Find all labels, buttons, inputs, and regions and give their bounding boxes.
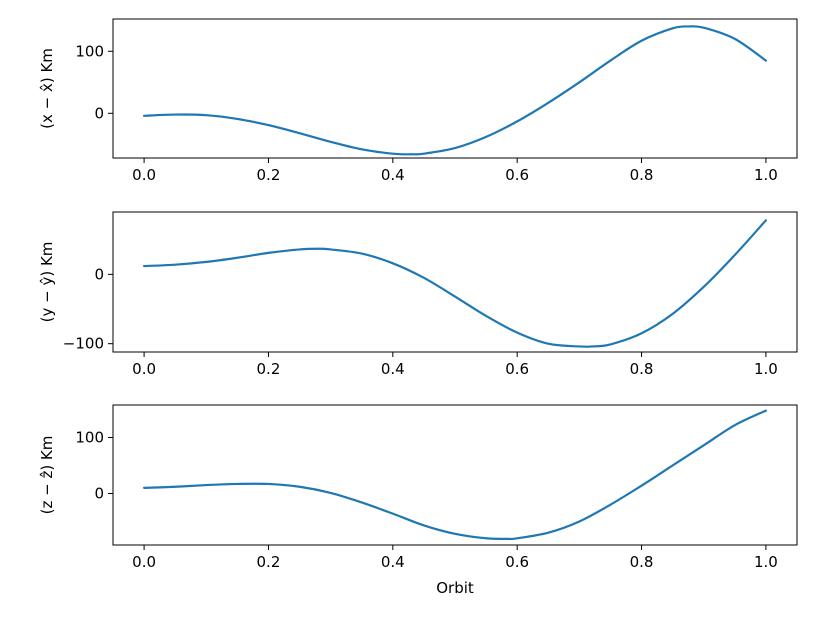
x-tick-label: 0.6 — [505, 553, 529, 571]
subplot-y-error: 0.0 0.2 0.4 0.6 0.8 1.0 −100 0 (y − ŷ) Km — [38, 211, 798, 378]
series-line-x-error — [142, 25, 768, 156]
y-tick-label: 0 — [94, 265, 104, 283]
x-tick-label: 0.2 — [257, 166, 281, 184]
x-axis-label: Orbit — [436, 579, 474, 597]
y-axis-label: (z − ẑ) Km — [38, 436, 56, 515]
x-tick-label: 0.8 — [630, 360, 654, 378]
y-tick-label: 100 — [75, 42, 104, 60]
x-tick-label: 1.0 — [754, 166, 778, 184]
x-tick-label: 0.2 — [257, 553, 281, 571]
x-tick-label: 0.6 — [505, 360, 529, 378]
x-tick-label: 0.4 — [381, 553, 405, 571]
x-tick-label: 0.8 — [630, 553, 654, 571]
x-tick-label: 0.6 — [505, 166, 529, 184]
x-tick-label: 0.2 — [257, 360, 281, 378]
subplot-z-error: 0.0 0.2 0.4 0.6 0.8 1.0 0 100 (z − ẑ) Km Orbit — [38, 404, 798, 597]
x-tick-label: 0.8 — [630, 166, 654, 184]
x-tick-label: 0.0 — [132, 166, 156, 184]
x-tick-label: 0.4 — [381, 166, 405, 184]
x-tick-label: 0.0 — [132, 360, 156, 378]
y-axis-label: (x − x̂) Km — [38, 48, 56, 129]
x-tick-label: 1.0 — [754, 360, 778, 378]
y-tick-label: 100 — [75, 428, 104, 446]
axes-frame-x-error — [112, 18, 798, 159]
x-tick-label: 0.4 — [381, 360, 405, 378]
axes-frame-y-error — [112, 211, 798, 353]
series-line-y-error — [142, 219, 768, 348]
x-tick-label: 1.0 — [754, 553, 778, 571]
subplot-x-error: 0.0 0.2 0.4 0.6 0.8 1.0 0 100 (x − x̂) Km — [38, 18, 798, 184]
y-tick-label: 0 — [94, 484, 104, 502]
axes-frame-z-error — [112, 404, 798, 546]
y-tick-label: −100 — [63, 335, 104, 353]
series-line-z-error — [142, 409, 768, 541]
y-tick-label: 0 — [94, 104, 104, 122]
x-tick-label: 0.0 — [132, 553, 156, 571]
y-axis-label: (y − ŷ) Km — [38, 242, 56, 323]
